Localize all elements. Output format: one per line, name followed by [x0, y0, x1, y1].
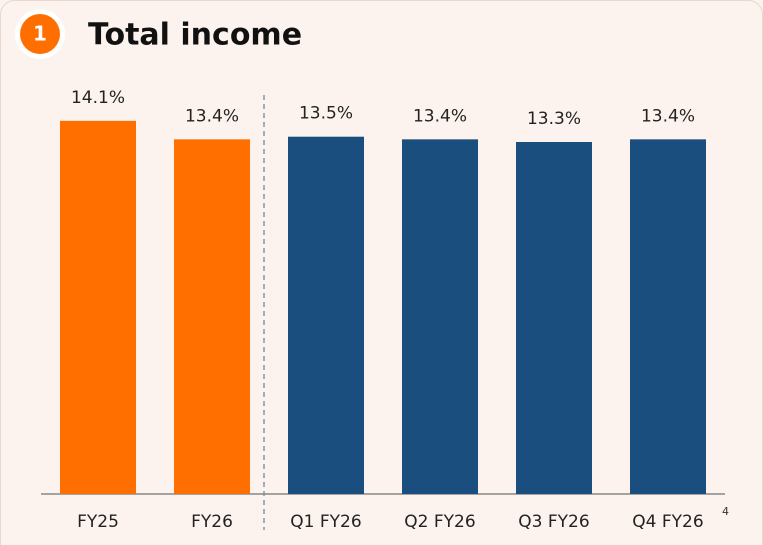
chart-title: Total income [88, 18, 302, 53]
bar [288, 136, 364, 494]
x-tick-label: Q2 FY26 [404, 512, 475, 532]
x-tick-label: Q3 FY26 [518, 512, 589, 532]
x-tick-label: FY26 [191, 512, 233, 532]
footnote: 4 [722, 505, 729, 518]
value-label: 13.5% [299, 104, 353, 124]
value-label: 13.4% [185, 106, 239, 126]
x-tick-label: FY25 [77, 512, 119, 532]
bar [630, 139, 706, 494]
x-tick-label: Q1 FY26 [290, 512, 361, 532]
bar [516, 141, 592, 494]
value-label: 13.3% [527, 109, 581, 129]
badge-number: 1 [33, 22, 47, 46]
value-label: 13.4% [641, 106, 695, 126]
value-label: 14.1% [71, 88, 125, 108]
bar [402, 139, 478, 494]
value-label: 13.4% [413, 106, 467, 126]
x-tick-label: Q4 FY26 [632, 512, 703, 532]
bar [60, 120, 136, 494]
badge [20, 14, 60, 54]
bar [174, 139, 250, 494]
